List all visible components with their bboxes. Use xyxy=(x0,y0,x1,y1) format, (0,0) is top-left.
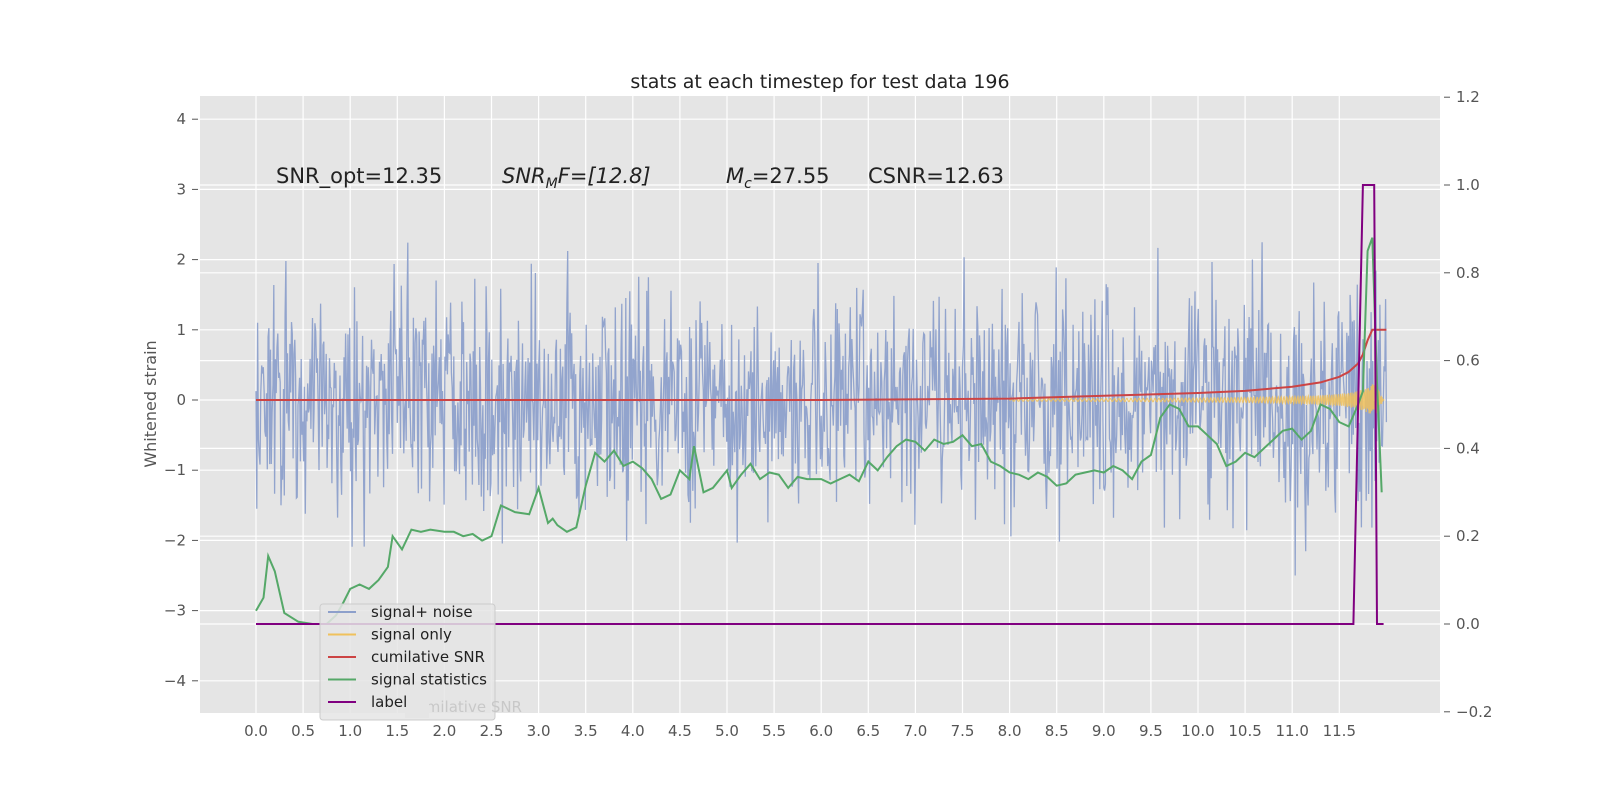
x-tick-label: 7.5 xyxy=(951,722,975,740)
x-tick-label: 8.0 xyxy=(998,722,1022,740)
y-tick-label: −4 xyxy=(164,672,186,690)
signal-only-line xyxy=(1009,384,1385,414)
y2-axis-ticks: 1.2 1.0 0.8 0.6 0.4 0.2 0.0 −0.2 xyxy=(1444,88,1492,721)
y-tick-label: 2 xyxy=(176,251,186,269)
x-tick-label: 8.5 xyxy=(1045,722,1069,740)
legend-label: cumilative SNR xyxy=(371,648,485,666)
x-tick-label: 1.5 xyxy=(385,722,409,740)
x-tick-label: 4.0 xyxy=(621,722,645,740)
series-signal-only xyxy=(1009,384,1385,414)
annotation-snr-mf-base: SNR xyxy=(502,164,546,188)
x-tick-label: 0.5 xyxy=(291,722,315,740)
annotation-snr-mf-sub: M xyxy=(546,176,558,192)
x-tick-label: 9.5 xyxy=(1139,722,1163,740)
y-tick-label: −1 xyxy=(164,461,186,479)
legend-box xyxy=(319,603,496,721)
legend-label: label xyxy=(371,693,407,711)
x-tick-label: 5.0 xyxy=(715,722,739,740)
legend-label: signal only xyxy=(371,626,452,644)
y-tick-label: 1 xyxy=(176,321,186,339)
grid xyxy=(200,96,1440,713)
x-tick-label: 3.5 xyxy=(574,722,598,740)
y-tick-label: 0 xyxy=(176,391,186,409)
legend: cumilative SNR signal+ noise signal only c… xyxy=(319,603,522,721)
x-tick-label: 2.5 xyxy=(480,722,504,740)
y-tick-label: 4 xyxy=(176,110,186,128)
x-tick-label: 7.0 xyxy=(903,722,927,740)
cumilative-snr-line xyxy=(256,328,1387,401)
x-tick-label: 10.5 xyxy=(1228,722,1261,740)
series-signal-noise xyxy=(255,242,1388,576)
x-tick-label: 11.5 xyxy=(1323,722,1356,740)
y2-tick-label: 0.6 xyxy=(1456,352,1480,370)
x-axis-ticks: 0.0 0.5 1.0 1.5 2.0 2.5 3.0 3.5 4.0 4.5 5.0 5.5 6.0 6… xyxy=(244,722,1356,740)
y2-tick-label: 0.2 xyxy=(1456,527,1480,545)
y-tick-label: −2 xyxy=(164,531,186,549)
y2-tick-label: 1.0 xyxy=(1456,176,1480,194)
legend-label: signal+ noise xyxy=(371,603,473,621)
x-tick-label: 2.0 xyxy=(432,722,456,740)
x-tick-label: 4.5 xyxy=(668,722,692,740)
x-tick-label: 10.0 xyxy=(1181,722,1214,740)
legend-label: signal statistics xyxy=(371,671,487,689)
y-tick-label: 3 xyxy=(176,180,186,198)
annotation-mc-rest: =27.55 xyxy=(752,164,830,188)
signal-noise-line xyxy=(255,242,1388,576)
y-tick-label: −3 xyxy=(164,602,186,620)
series-lines xyxy=(255,184,1387,625)
annotation-mc: Mc=27.55 xyxy=(726,164,830,192)
y2-tick-label: 0.4 xyxy=(1456,439,1480,457)
annotation-snr-mf-rest: F=[12.8] xyxy=(558,164,651,188)
annotation-snr-mf: SNRMF=[12.8] xyxy=(502,164,651,192)
x-tick-label: 1.0 xyxy=(338,722,362,740)
y-axis-title: Whitened strain xyxy=(141,340,160,467)
y2-tick-label: 1.2 xyxy=(1456,88,1480,106)
legend-hidden-mask xyxy=(405,698,429,718)
x-tick-label: 5.5 xyxy=(762,722,786,740)
x-tick-label: 6.5 xyxy=(856,722,880,740)
y2-tick-label: −0.2 xyxy=(1456,703,1492,721)
annotation-mc-sub: c xyxy=(744,176,752,192)
label-line xyxy=(256,184,1384,625)
y2-tick-label: 0.8 xyxy=(1456,264,1480,282)
chart-title: stats at each timestep for test data 196 xyxy=(630,71,1009,93)
x-tick-label: 9.0 xyxy=(1092,722,1116,740)
signal-statistics-line xyxy=(255,237,1383,625)
y2-tick-label: 0.0 xyxy=(1456,615,1480,633)
annotation-snr-opt: SNR_opt=12.35 xyxy=(276,164,442,189)
x-tick-label: 6.0 xyxy=(809,722,833,740)
y-axis-ticks: 4 3 2 1 0 −1 −2 −3 −4 xyxy=(164,110,198,690)
legend-hidden-text: cumilative SNR xyxy=(408,698,522,716)
annotation-csnr: CSNR=12.63 xyxy=(868,164,1004,188)
x-tick-label: 3.0 xyxy=(527,722,551,740)
x-tick-label: 11.0 xyxy=(1275,722,1308,740)
x-tick-label: 0.0 xyxy=(244,722,268,740)
annotation-mc-base: M xyxy=(726,164,744,188)
